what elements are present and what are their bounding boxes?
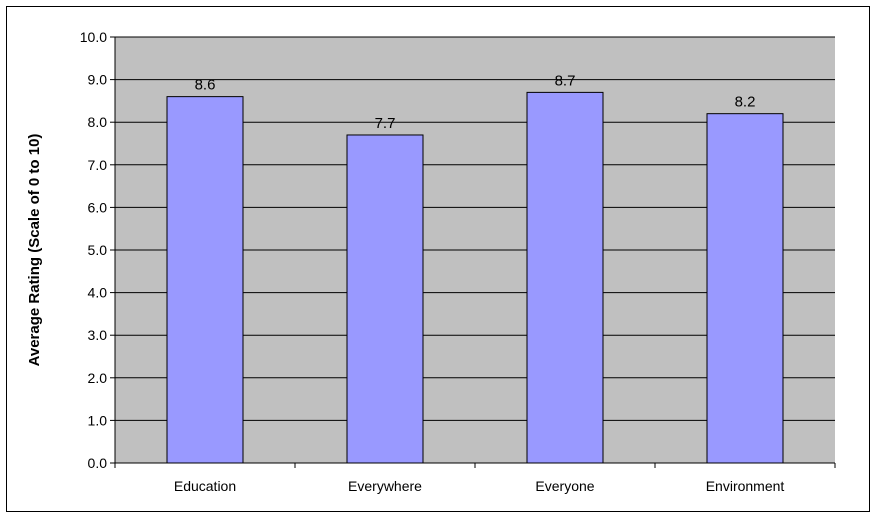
y-axis-label: Average Rating (Scale of 0 to 10)	[26, 134, 43, 367]
x-tick-label: Education	[174, 478, 236, 494]
data-label: 8.7	[555, 72, 576, 89]
bar-everyone	[526, 91, 604, 464]
x-tick-label: Everyone	[535, 478, 594, 494]
bars	[166, 91, 784, 464]
data-label: 8.2	[735, 94, 756, 111]
x-axis: Education Everywhere Everyone Environment	[114, 462, 836, 494]
bar-chart: 8.6 7.7 8.7 8.2 0.0 1.0 2.0 3.0 4.0 5.0 6.0 7.0 8.0…	[26, 29, 836, 494]
y-tick-label: 5.0	[88, 242, 108, 258]
data-label: 7.7	[375, 115, 396, 132]
bar-everywhere	[346, 134, 424, 464]
y-axis: 0.0 1.0 2.0 3.0 4.0 5.0 6.0 7.0 8.0 9.0 10.0	[80, 29, 116, 471]
x-tick-label: Everywhere	[348, 478, 422, 494]
y-tick-label: 3.0	[88, 327, 108, 343]
y-tick-label: 2.0	[88, 370, 108, 386]
y-tick-label: 0.0	[88, 455, 108, 471]
bar-environment	[706, 113, 784, 464]
y-tick-label: 9.0	[88, 72, 108, 88]
y-tick-label: 4.0	[88, 285, 108, 301]
y-tick-label: 10.0	[80, 29, 107, 45]
bar-education	[166, 96, 244, 464]
data-label: 8.6	[195, 77, 216, 94]
data-labels: 8.6 7.7 8.7 8.2	[195, 72, 756, 132]
chart-frame: 8.6 7.7 8.7 8.2 0.0 1.0 2.0 3.0 4.0 5.0 6.0 7.0 8.0…	[6, 6, 870, 512]
y-tick-label: 8.0	[88, 114, 108, 130]
y-tick-label: 6.0	[88, 199, 108, 215]
x-tick-label: Environment	[706, 478, 785, 494]
y-tick-label: 1.0	[88, 412, 108, 428]
y-tick-label: 7.0	[88, 157, 108, 173]
